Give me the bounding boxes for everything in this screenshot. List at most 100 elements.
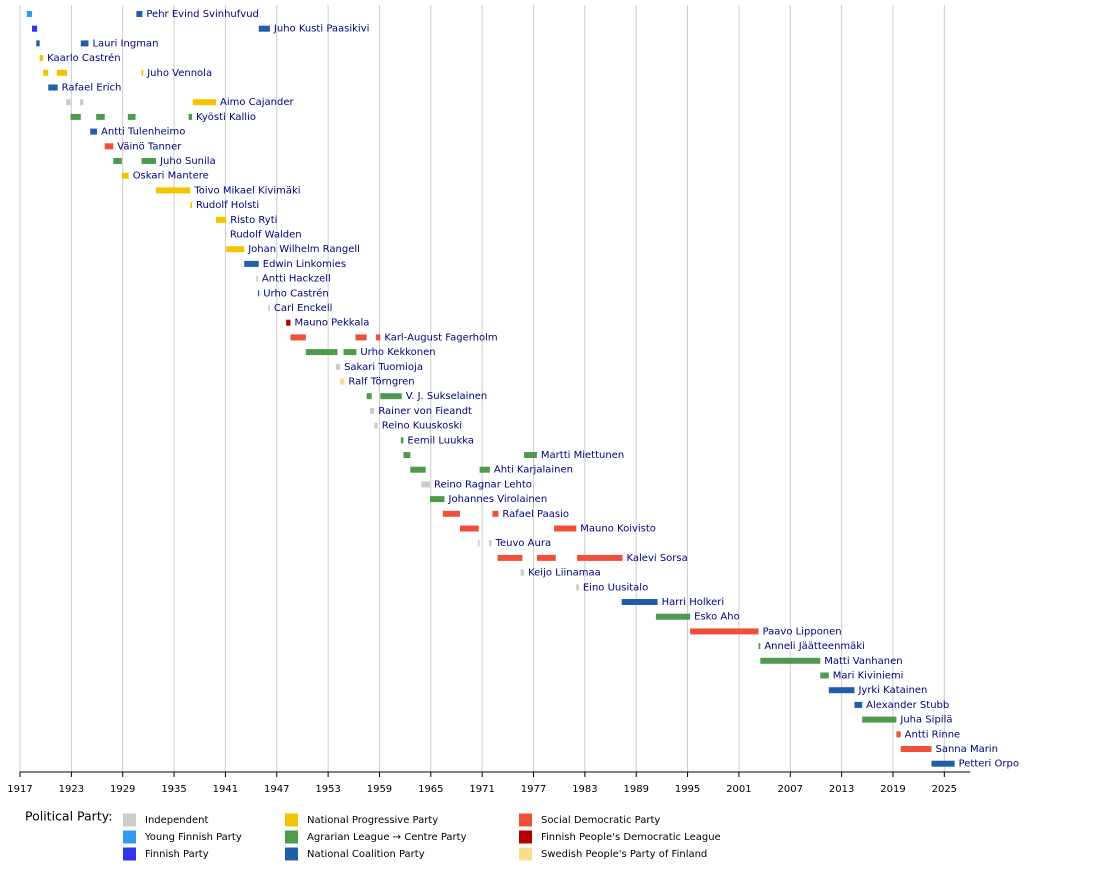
pm-label: Risto Ryti [230, 215, 277, 226]
term-bar [215, 216, 227, 223]
term-bar [492, 510, 499, 517]
x-tick-label: 1971 [469, 784, 494, 795]
term-bar [256, 275, 258, 282]
legend-label: Swedish People's Party of Finland [541, 849, 707, 860]
term-bar [141, 158, 157, 164]
legend-label: Finnish Party [145, 849, 209, 860]
pm-label: Eemil Luukka [407, 435, 474, 446]
term-bar [410, 466, 426, 473]
term-bar [225, 231, 227, 238]
pm-label: Mauno Koivisto [580, 524, 656, 535]
pm-label: Ahti Karjalainen [494, 465, 573, 476]
pm-label: Paavo Lipponen [763, 626, 842, 637]
term-bar [127, 113, 136, 120]
term-bar [190, 202, 193, 209]
term-bar [760, 657, 821, 664]
pm-label: Juho Vennola [146, 68, 212, 79]
x-tick-label: 2025 [932, 784, 957, 795]
pm-label: Ralf Törngren [348, 377, 414, 388]
pm-label: Eino Uusitalo [583, 582, 648, 593]
legend-swatch [285, 813, 298, 827]
pm-label: Karl-August Fagerholm [384, 332, 497, 343]
pm-label: Toivo Mikael Kivimäki [193, 185, 300, 196]
term-bar [489, 540, 492, 547]
legend-label: National Progressive Party [307, 815, 438, 826]
pm-label: Alexander Stubb [866, 700, 949, 711]
x-tick-label: 2007 [778, 784, 803, 795]
x-tick-label: 1923 [59, 784, 84, 795]
term-bar [429, 496, 445, 503]
pm-label: Kalevi Sorsa [627, 553, 688, 564]
term-bar [577, 554, 623, 561]
term-bar [828, 687, 855, 694]
term-bar [400, 437, 404, 444]
pm-label: Urho Kekkonen [360, 347, 435, 358]
term-bar [621, 599, 658, 605]
term-bar [820, 672, 829, 679]
term-bar [56, 69, 68, 76]
term-bar [343, 349, 357, 356]
pm-label: Keijo Liinamaa [528, 568, 601, 579]
legend-title: Political Party: [25, 809, 112, 824]
pm-label: Urho Castrén [263, 287, 329, 299]
term-bar [80, 40, 89, 47]
x-tick-label: 1935 [161, 784, 186, 795]
pm-label: Oskari Mantere [133, 171, 209, 182]
legend-swatch [123, 813, 136, 827]
pm-label: Reino Ragnar Lehto [434, 479, 532, 490]
pm-label: V. J. Sukselainen [406, 391, 488, 402]
legend-label: Agrarian League → Centre Party [307, 832, 467, 843]
pm-label: Esko Aho [694, 612, 740, 623]
term-bar [459, 525, 479, 532]
term-bar [655, 613, 691, 620]
term-bar [226, 246, 245, 253]
term-bar [374, 422, 378, 429]
x-tick-label: 1977 [521, 784, 546, 795]
term-bar [70, 113, 81, 120]
term-bar [244, 260, 259, 267]
legend-label: Finnish People's Democratic League [541, 832, 721, 843]
x-tick-label: 1947 [264, 784, 289, 795]
legend-swatch [519, 847, 532, 861]
term-bar [758, 643, 761, 650]
legend-swatch [285, 830, 298, 844]
legend-swatch [123, 830, 136, 844]
x-tick-label: 1917 [7, 784, 32, 795]
term-bar [576, 584, 579, 591]
pm-label: Carl Enckell [274, 303, 332, 314]
term-bar [192, 99, 216, 106]
term-bar [690, 628, 759, 635]
pm-label: Johannes Virolainen [448, 494, 548, 505]
term-bar [36, 40, 40, 47]
x-tick-label: 1953 [315, 784, 340, 795]
term-bar [554, 525, 577, 532]
legend-label: Independent [145, 815, 208, 826]
pm-label: Rafael Erich [62, 83, 122, 94]
term-bar [862, 716, 897, 723]
x-tick-label: 2019 [880, 784, 905, 795]
term-bar [79, 99, 84, 106]
term-bar [340, 378, 345, 385]
pm-label: Reino Kuuskoski [382, 421, 462, 432]
term-bar [896, 731, 901, 738]
pm-label: Rainer von Fieandt [378, 406, 472, 417]
x-tick-label: 1959 [367, 784, 392, 795]
term-bar [43, 69, 49, 76]
pm-label: Kyösti Kallio [196, 112, 256, 123]
pm-label: Matti Vanhanen [824, 656, 902, 667]
term-bar [31, 25, 38, 32]
term-bar [136, 11, 143, 17]
x-tick-label: 1989 [623, 784, 648, 795]
legend-swatch [519, 813, 532, 827]
term-bar [257, 290, 260, 297]
pm-label: Mauno Pekkala [294, 318, 369, 329]
x-tick-label: 2013 [829, 784, 854, 795]
pm-label: Mari Kiviniemi [833, 671, 904, 682]
term-bar [90, 128, 98, 135]
legend-swatch [519, 830, 532, 844]
term-bar [479, 466, 490, 473]
term-bar [520, 569, 525, 576]
pm-label: Martti Miettunen [541, 450, 624, 461]
legend-label: Social Democratic Party [541, 815, 660, 826]
term-bar [96, 113, 105, 120]
